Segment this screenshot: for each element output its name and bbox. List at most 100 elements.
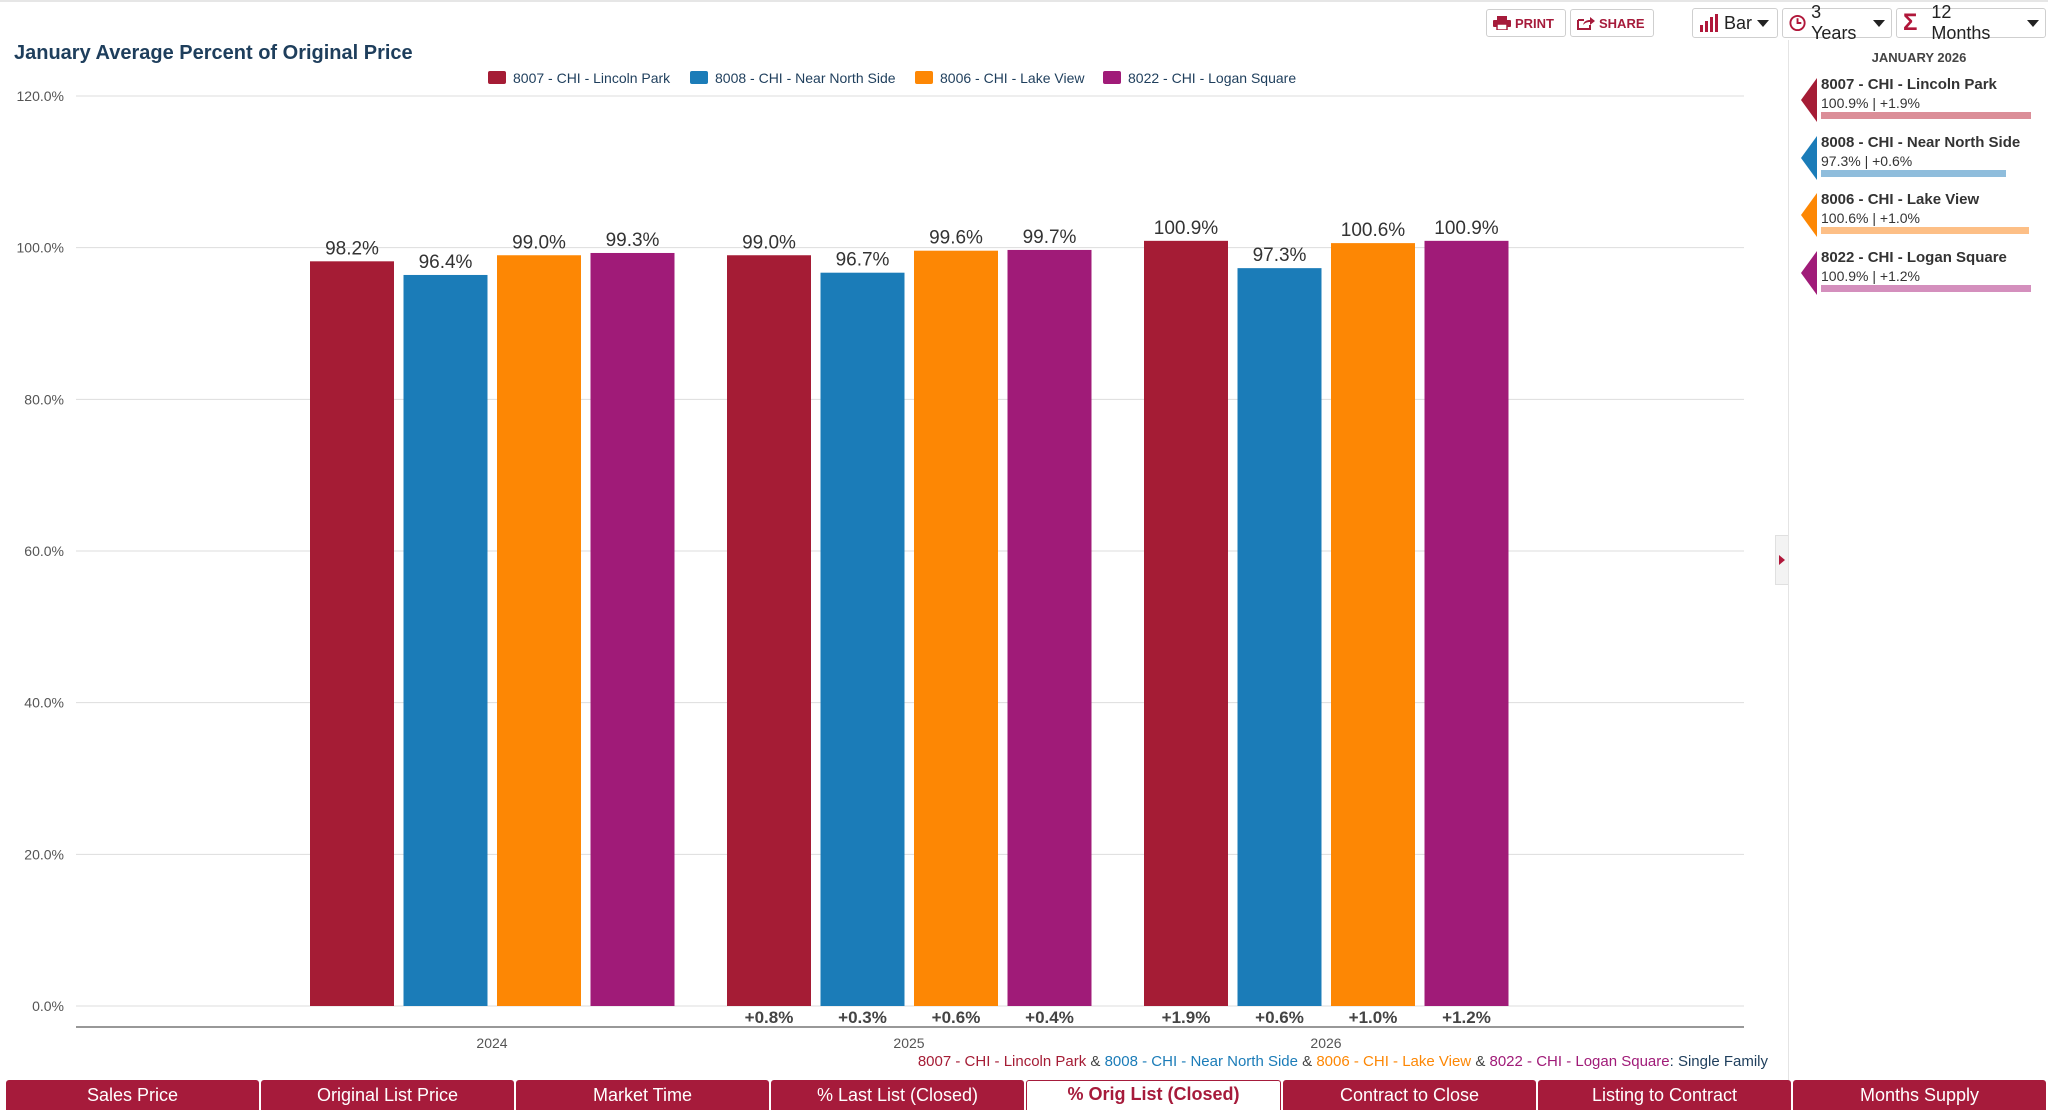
chart-type-select[interactable]: Bar — [1692, 8, 1778, 38]
legend-swatch — [690, 71, 708, 84]
bar-value-label: 99.7% — [1023, 227, 1077, 248]
print-label: PRINT — [1515, 15, 1554, 31]
bar-1-2025 — [727, 255, 811, 1006]
bar-value-label: 100.9% — [1434, 218, 1499, 239]
series-marker-icon — [1801, 78, 1817, 122]
side-item-name: 8007 - CHI - Lincoln Park — [1821, 76, 1997, 93]
side-item-name: 8022 - CHI - Logan Square — [1821, 248, 2007, 266]
aggregate-select[interactable]: Σ 12 Months — [1896, 2, 2046, 43]
footer-series-note: 8007 - CHI - Lincoln Park & 8008 - CHI -… — [918, 1053, 1768, 1070]
sigma-icon: Σ — [1903, 9, 1918, 36]
legend-swatch — [488, 71, 506, 84]
tab-contract-to-close[interactable]: Contract to Close — [1283, 1080, 1536, 1110]
bar-value-label: 99.3% — [606, 230, 660, 251]
side-panel-item[interactable]: 8007 - CHI - Lincoln Park 100.9% | +1.9% — [1789, 76, 2048, 132]
chevron-down-icon — [1757, 19, 1770, 27]
change-label: +0.6% — [932, 1008, 981, 1027]
tab-months-supply[interactable]: Months Supply — [1793, 1080, 2046, 1110]
footer-separator: & — [1086, 1053, 1105, 1070]
side-item-name: 8008 - CHI - Near North Side — [1821, 133, 2021, 151]
tab-market-time[interactable]: Market Time — [516, 1080, 769, 1110]
side-item-value: 100.6% | +1.0% — [1821, 210, 1920, 226]
legend-swatch — [915, 71, 933, 84]
side-item-value: 100.9% | +1.9% — [1821, 95, 1920, 111]
chevron-right-icon — [1779, 555, 1785, 565]
bar-chart-icon — [1700, 14, 1718, 32]
bar-4-2024 — [590, 252, 675, 1007]
side-item-bar — [1821, 112, 2031, 119]
footer-separator: & — [1298, 1053, 1317, 1070]
footer-separator: & — [1471, 1053, 1490, 1070]
change-label: +0.6% — [1255, 1008, 1304, 1027]
side-panel-item[interactable]: 8022 - CHI - Logan Square 100.9% | +1.2% — [1789, 249, 2048, 305]
chevron-down-icon — [1873, 19, 1885, 27]
bar-value-label: 99.6% — [929, 228, 983, 249]
y-tick-label: 20.0% — [24, 846, 64, 862]
y-tick-label: 100.0% — [17, 240, 64, 256]
change-label: +1.2% — [1442, 1008, 1491, 1027]
change-label: +1.9% — [1162, 1008, 1211, 1027]
bar-4-2026 — [1424, 240, 1509, 1006]
footer-series-name: 8007 - CHI - Lincoln Park — [917, 1053, 1087, 1070]
collapse-panel-toggle[interactable] — [1775, 535, 1789, 585]
x-tick-label: 2024 — [476, 1035, 507, 1051]
share-icon — [1577, 17, 1595, 30]
tab-sales-price[interactable]: Sales Price — [6, 1080, 259, 1110]
printer-icon — [1493, 16, 1511, 30]
change-label: +0.4% — [1025, 1008, 1074, 1027]
tab-last-list-closed[interactable]: % Last List (Closed) — [771, 1080, 1024, 1110]
legend-item-label: 8007 - CHI - Lincoln Park — [513, 70, 671, 86]
bar-value-label: 96.7% — [836, 250, 890, 271]
bar-value-label: 97.3% — [1253, 245, 1307, 266]
share-label: SHARE — [1599, 15, 1645, 31]
y-tick-label: 120.0% — [17, 88, 64, 104]
chart-title: January Average Percent of Original Pric… — [14, 42, 413, 64]
series-marker-icon — [1801, 193, 1817, 237]
side-panel-item[interactable]: 8006 - CHI - Lake View 100.6% | +1.0% — [1789, 191, 2048, 247]
legend-swatch — [1103, 71, 1121, 84]
metric-tabs: Sales Price Original List Price Market Tim… — [6, 1080, 2048, 1110]
side-panel: JANUARY 2026 8007 - CHI - Lincoln Park 10… — [1788, 40, 2048, 1080]
bar-2-2025 — [820, 272, 905, 1007]
top-rule — [0, 0, 2048, 2]
footer-suffix: : Single Family — [1669, 1053, 1768, 1070]
bar-2-2026 — [1237, 268, 1322, 1006]
legend-item-label: 8022 - CHI - Logan Square — [1128, 70, 1296, 86]
bar-3-2026 — [1331, 243, 1415, 1006]
tab-listing-to-contract[interactable]: Listing to Contract — [1538, 1080, 1791, 1110]
side-item-bar — [1821, 169, 2006, 177]
side-item-name: 8006 - CHI - Lake View — [1821, 191, 1980, 208]
side-item-value: 97.3% | +0.6% — [1821, 152, 1913, 169]
period-value: 3 Years — [1811, 2, 1857, 43]
side-item-value: 100.9% | +1.2% — [1821, 267, 1920, 284]
footer-series-name: 8006 - CHI - Lake View — [1316, 1053, 1472, 1070]
bar-1-2026 — [1144, 240, 1228, 1006]
y-tick-label: 40.0% — [24, 695, 64, 711]
y-tick-label: 0.0% — [32, 998, 64, 1014]
tab-original-list-price[interactable]: Original List Price — [261, 1080, 514, 1110]
x-tick-label: 2025 — [893, 1035, 924, 1051]
footer-series-name: 8008 - CHI - Near North Side — [1104, 1053, 1298, 1070]
bar-value-label: 98.2% — [325, 238, 379, 259]
bar-value-label: 99.0% — [742, 232, 796, 253]
bar-chart: 0.0% 20.0% 40.0% 60.0% 80.0% 100.0% 120.0% 98.2… — [17, 70, 1744, 1051]
change-label: +0.3% — [838, 1008, 887, 1027]
change-label: +1.0% — [1349, 1008, 1398, 1027]
tab-orig-list-closed[interactable]: % Orig List (Closed) — [1026, 1080, 1281, 1110]
bar-3-2025 — [914, 250, 998, 1006]
legend-item-label: 8008 - CHI - Near North Side — [715, 70, 896, 86]
series-marker-icon — [1801, 250, 1817, 295]
period-select[interactable]: 3 Years — [1782, 2, 1892, 43]
legend-item-label: 8006 - CHI - Lake View — [940, 70, 1085, 86]
share-button[interactable]: SHARE — [1570, 9, 1654, 37]
bar-value-label: 99.0% — [512, 232, 566, 253]
chevron-down-icon — [2027, 19, 2039, 27]
side-panel-title: JANUARY 2026 — [1871, 50, 1967, 65]
footer-series-name: 8022 - CHI - Logan Square — [1489, 1053, 1670, 1070]
side-panel-item[interactable]: 8008 - CHI - Near North Side 97.3% | +0.6… — [1789, 134, 2048, 190]
bar-value-label: 100.6% — [1341, 220, 1406, 241]
print-button[interactable]: PRINT — [1486, 9, 1566, 37]
bar-2-2024 — [403, 274, 488, 1006]
bar-4-2025 — [1007, 249, 1092, 1007]
y-tick-label: 80.0% — [24, 391, 64, 407]
